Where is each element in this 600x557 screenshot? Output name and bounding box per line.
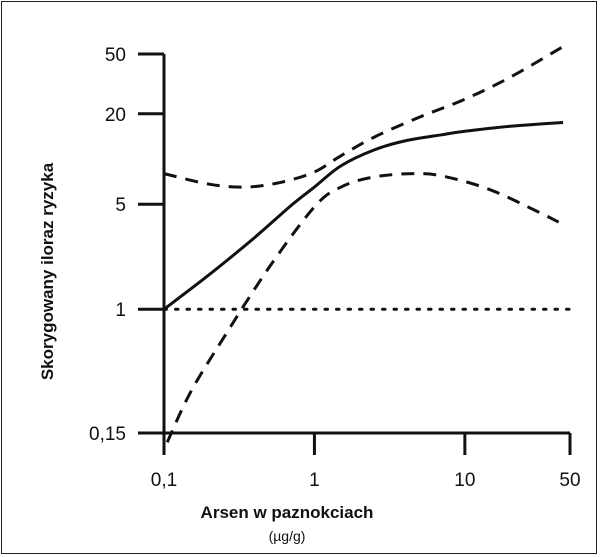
x-tick-label: 50 [559, 470, 580, 491]
risk-ratio-curve [163, 121, 564, 311]
x-axis-title: Arsen w paznokciach [201, 503, 374, 522]
confidence-bound-1 [163, 45, 564, 189]
y-axis-title: Skorygowany iloraz ryzyka [38, 162, 57, 380]
y-tick-label: 1 [115, 300, 126, 321]
y-tick-label: 50 [105, 45, 126, 66]
y-tick-label: 5 [115, 195, 126, 216]
y-tick-label: 20 [105, 105, 126, 126]
confidence-bound-2 [165, 172, 560, 443]
x-tick-label: 0,1 [151, 470, 177, 491]
x-tick-label: 10 [454, 470, 475, 491]
y-tick-label: 0,15 [89, 424, 126, 445]
x-axis-unit: (µg/g) [269, 528, 306, 544]
x-tick-label: 1 [309, 470, 320, 491]
